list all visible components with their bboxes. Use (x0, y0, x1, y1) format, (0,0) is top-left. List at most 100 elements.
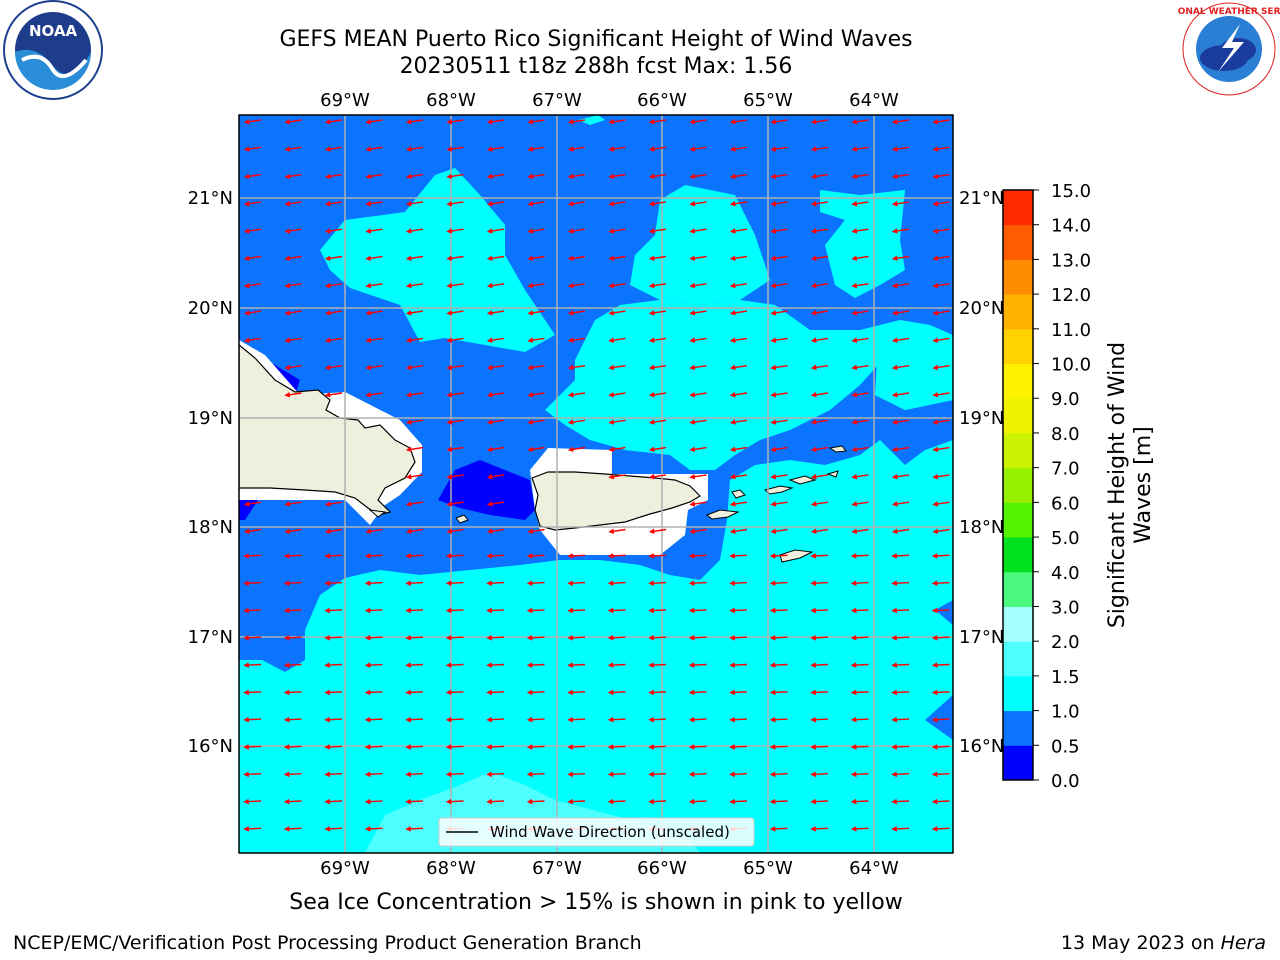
wind-wave-arrow (283, 771, 302, 778)
colorbar-segment (1003, 467, 1033, 503)
wind-wave-arrow (688, 580, 707, 586)
wind-wave-arrow (526, 580, 545, 586)
wind-wave-arrow (243, 528, 262, 535)
wind-wave-arrow (688, 634, 707, 641)
wind-wave-arrow (486, 580, 505, 586)
lon-label-top-64w: 64°W (849, 90, 899, 111)
wind-wave-arrow (850, 553, 869, 559)
wind-wave-arrow (526, 553, 545, 559)
wind-wave-arrow (364, 744, 383, 750)
wind-wave-arrow (648, 473, 667, 480)
colorbar-tick-label: 0.0 (1051, 771, 1080, 792)
wind-wave-arrow (364, 662, 383, 668)
wind-wave-arrow (405, 419, 424, 425)
wind-wave-arrow (608, 473, 626, 480)
lat-labels-left: 21°N 20°N 19°N 18°N 17°N 16°N (188, 188, 233, 757)
wind-wave-arrow (810, 146, 829, 152)
wind-wave-arrow (324, 364, 343, 371)
wind-wave-arrow (364, 798, 383, 805)
wind-wave-arrow (729, 580, 748, 586)
wind-wave-arrow (365, 146, 383, 152)
wind-wave-arrow (729, 662, 748, 668)
wind-wave-arrow (365, 337, 383, 343)
wind-wave-arrow (365, 282, 383, 289)
wind-wave-arrow (608, 364, 626, 371)
wind-wave-arrow (648, 716, 667, 723)
wind-wave-arrow (891, 798, 910, 805)
wind-wave-arrow (486, 553, 505, 559)
wind-wave-arrow (891, 391, 910, 398)
wind-wave-arrow (526, 689, 545, 696)
wind-wave-arrow (770, 419, 788, 425)
wind-wave-arrow (405, 501, 424, 507)
wind-wave-arrow (932, 391, 950, 398)
wind-wave-arrow (729, 282, 748, 289)
wind-wave-arrow (567, 689, 586, 696)
wind-wave-arrow (648, 634, 667, 641)
colorbar-tick-label: 12.0 (1051, 285, 1091, 306)
wind-wave-arrow (567, 662, 586, 668)
wind-wave-arrow (243, 634, 262, 641)
wind-wave-arrow (891, 689, 910, 696)
lon-label-top-65w: 65°W (743, 90, 793, 111)
wind-wave-arrow (850, 580, 869, 586)
wind-wave-arrow (243, 689, 262, 696)
wind-wave-arrow (365, 228, 383, 234)
wind-wave-arrow (446, 501, 464, 507)
noaa-logo: NOAA (3, 0, 103, 100)
wind-wave-arrow (446, 364, 464, 371)
wind-wave-arrow (729, 689, 748, 696)
colorbar-segment (1003, 710, 1033, 746)
wind-wave-arrow (446, 200, 464, 207)
wind-wave-arrow (810, 446, 829, 453)
wind-wave-arrow (243, 310, 262, 316)
wind-wave-arrow (283, 716, 302, 723)
wind-wave-arrow (851, 337, 869, 343)
wind-wave-arrow (486, 716, 505, 723)
nws-logo-text: NATIONAL WEATHER SERVICE (1178, 7, 1280, 17)
wind-wave-arrow (365, 528, 383, 535)
wind-wave-arrow (567, 744, 586, 750)
wind-wave-arrow (567, 118, 586, 125)
map-frame (238, 114, 954, 854)
wave-patch-north-c (820, 190, 905, 298)
wind-wave-arrow (648, 662, 667, 668)
wind-wave-arrow (729, 771, 748, 778)
wind-wave-arrow (405, 553, 424, 559)
wind-wave-arrow (932, 364, 950, 371)
lon-label-top-66w: 66°W (637, 90, 687, 111)
wind-wave-arrow (284, 310, 302, 316)
wind-wave-arrow (324, 310, 343, 316)
wind-wave-arrow (324, 173, 343, 180)
wind-wave-arrow (729, 146, 748, 152)
footer-date-text: 13 May 2023 on (1060, 932, 1221, 954)
wind-wave-arrow (932, 446, 950, 453)
lat-label-right-19n: 19°N (959, 408, 1004, 429)
wind-wave-arrow (607, 771, 626, 778)
wind-wave-arrow (810, 826, 829, 832)
wind-wave-arrow (526, 798, 545, 805)
wind-wave-arrow (364, 716, 383, 723)
wind-wave-arrow (446, 446, 464, 453)
wind-wave-arrow (729, 528, 748, 535)
wind-wave-arrow (405, 716, 424, 723)
wind-wave-arrow (688, 771, 707, 778)
wind-wave-arrow (446, 337, 464, 343)
wind-wave-arrow (850, 634, 869, 641)
wind-wave-arrow (729, 255, 748, 262)
wind-wave-arrow (648, 200, 667, 207)
wind-wave-arrow (770, 310, 788, 316)
wind-wave-arrow (891, 228, 910, 234)
wave-patch-north-a (320, 168, 555, 352)
wind-wave-arrow (486, 771, 505, 778)
wind-wave-arrow (891, 255, 910, 262)
wind-wave-arrow (324, 716, 343, 723)
island-anegada (826, 470, 839, 478)
wind-wave-arrow (850, 607, 869, 614)
wind-wave-arrow (810, 228, 829, 234)
wind-wave-arrow (446, 528, 464, 535)
wind-wave-arrow (405, 391, 424, 398)
wind-wave-arrow (891, 634, 910, 641)
wind-wave-arrow (608, 146, 626, 152)
wind-wave-arrow (364, 634, 383, 641)
